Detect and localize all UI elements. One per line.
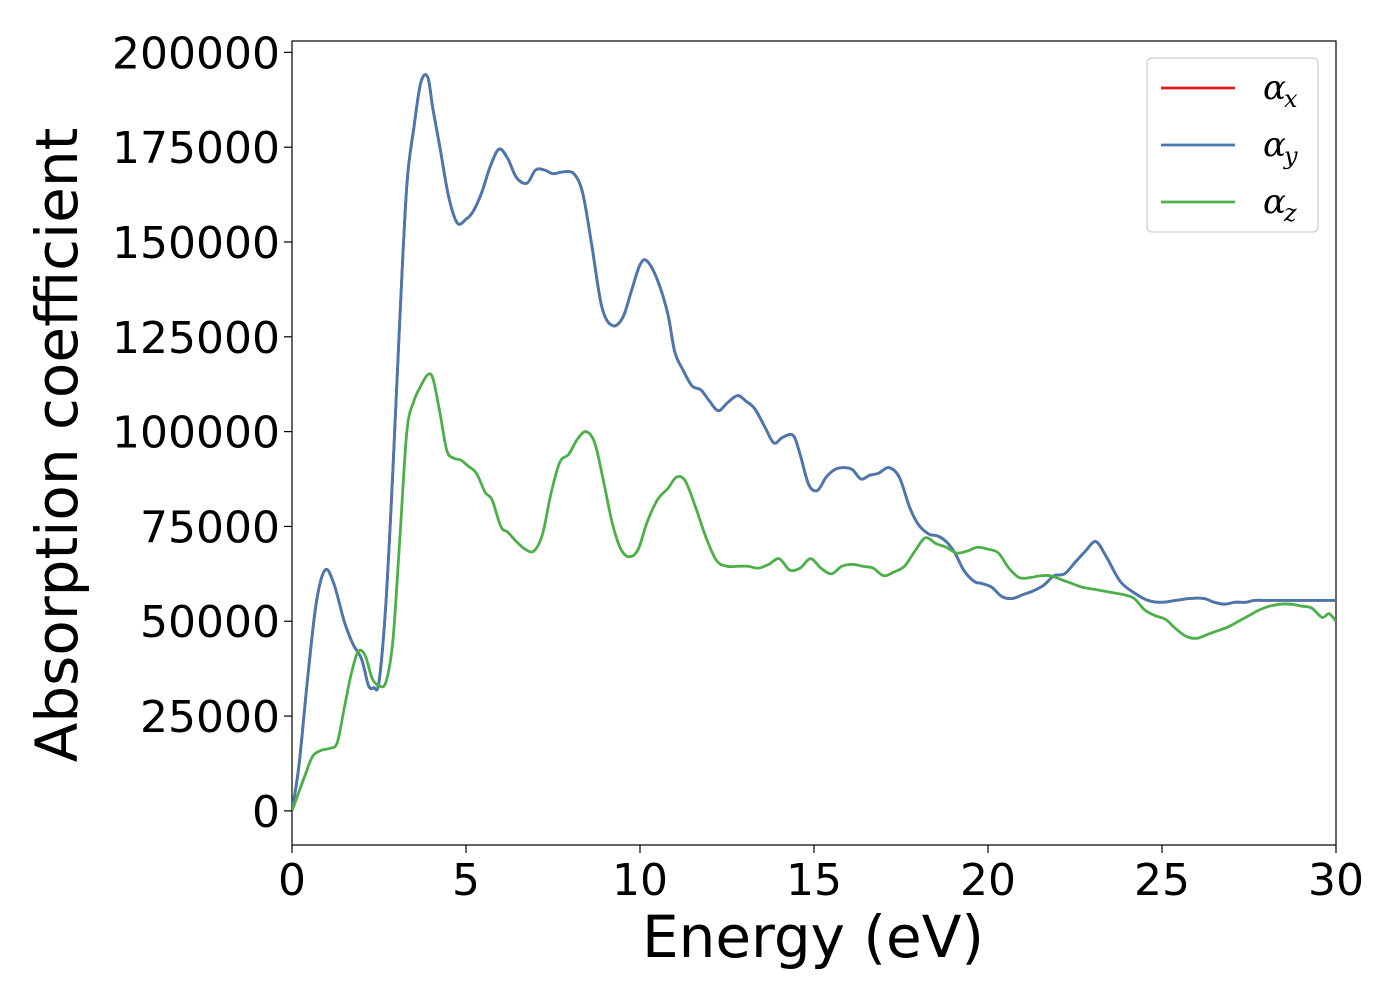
x-tick-label: 25 — [1134, 855, 1190, 906]
y-axis-ticks: 0 25000 50000 75000 100000 125000 150000 175000… — [112, 28, 292, 838]
y-tick-label: 25000 — [140, 692, 280, 743]
legend-item-alpha-x: αx — [1161, 68, 1298, 113]
x-axis-label: Energy (eV) — [642, 903, 984, 971]
x-tick-label: 10 — [612, 855, 668, 906]
y-tick-label: 150000 — [112, 218, 280, 269]
x-tick-label: 5 — [452, 855, 480, 906]
legend-label-subscript: z — [1283, 199, 1297, 227]
x-tick-label: 30 — [1308, 855, 1364, 906]
y-tick-label: 175000 — [112, 123, 280, 174]
legend-item-alpha-y: αy — [1161, 125, 1298, 170]
series-layer — [292, 73, 1336, 812]
legend-label: α — [1263, 182, 1286, 222]
x-axis-ticks: 0 5 10 15 20 25 30 — [278, 845, 1364, 906]
y-tick-label: 100000 — [112, 408, 280, 459]
y-tick-label: 125000 — [112, 313, 280, 364]
legend-item-alpha-z: αz — [1161, 182, 1297, 227]
legend-label: α — [1263, 68, 1286, 108]
legend-label-subscript: y — [1283, 142, 1298, 170]
series-line-alpha-z — [292, 372, 1336, 812]
y-tick-label: 50000 — [140, 597, 280, 648]
legend-label: α — [1263, 125, 1286, 165]
y-axis-label: Absorption coefficient — [23, 128, 91, 763]
y-tick-label: 75000 — [140, 502, 280, 553]
x-tick-label: 20 — [960, 855, 1016, 906]
x-tick-label: 15 — [786, 855, 842, 906]
y-tick-label: 200000 — [112, 28, 280, 79]
legend-label-subscript: x — [1284, 85, 1298, 113]
y-tick-label: 0 — [252, 787, 280, 838]
series-line-alpha-y — [292, 73, 1336, 812]
x-tick-label: 0 — [278, 855, 306, 906]
